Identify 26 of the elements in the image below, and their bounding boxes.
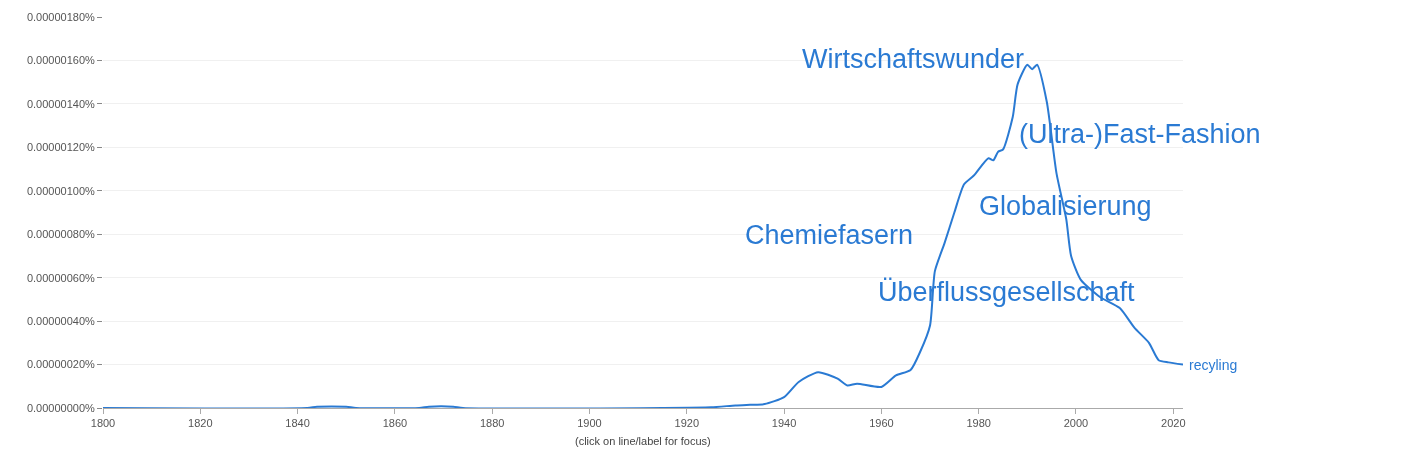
x-tick-label: 1800 xyxy=(90,417,116,430)
x-tick-label: 1860 xyxy=(382,417,408,430)
x-tick-label: 1940 xyxy=(771,417,797,430)
x-tick-label: 1920 xyxy=(674,417,700,430)
y-tick-label: 0.00000100% xyxy=(26,184,96,197)
y-tick-label: 0.00000140% xyxy=(26,97,96,110)
x-tick-label: 1880 xyxy=(479,417,505,430)
annotation: Chemiefasern xyxy=(745,220,914,250)
y-tick-label: 0.00000020% xyxy=(26,358,96,371)
y-tick-label: 0.00000160% xyxy=(26,54,96,67)
y-tick-label: 0.00000040% xyxy=(26,314,96,327)
x-tick-label: 1840 xyxy=(285,417,310,430)
x-tick-label: 1980 xyxy=(966,417,991,430)
y-tick-label: 0.00000060% xyxy=(26,271,96,284)
x-tick-label: 2020 xyxy=(1161,417,1186,430)
annotation: Wirtschaftswunder xyxy=(802,44,1025,74)
series-label: recyling xyxy=(1189,357,1238,373)
y-tick-label: 0.00000120% xyxy=(26,141,96,154)
y-tick-label: 0.00000000% xyxy=(26,401,96,414)
x-tick-label: 1900 xyxy=(577,417,602,430)
x-tick-label: 1820 xyxy=(188,417,213,430)
text: (click on line/label for focus) xyxy=(575,435,711,447)
y-tick-label: 0.00000080% xyxy=(26,228,96,241)
y-tick-label: 0.00000180% xyxy=(26,10,96,23)
x-tick-label: 1960 xyxy=(869,417,894,430)
x-tick-label: 2000 xyxy=(1063,417,1089,430)
